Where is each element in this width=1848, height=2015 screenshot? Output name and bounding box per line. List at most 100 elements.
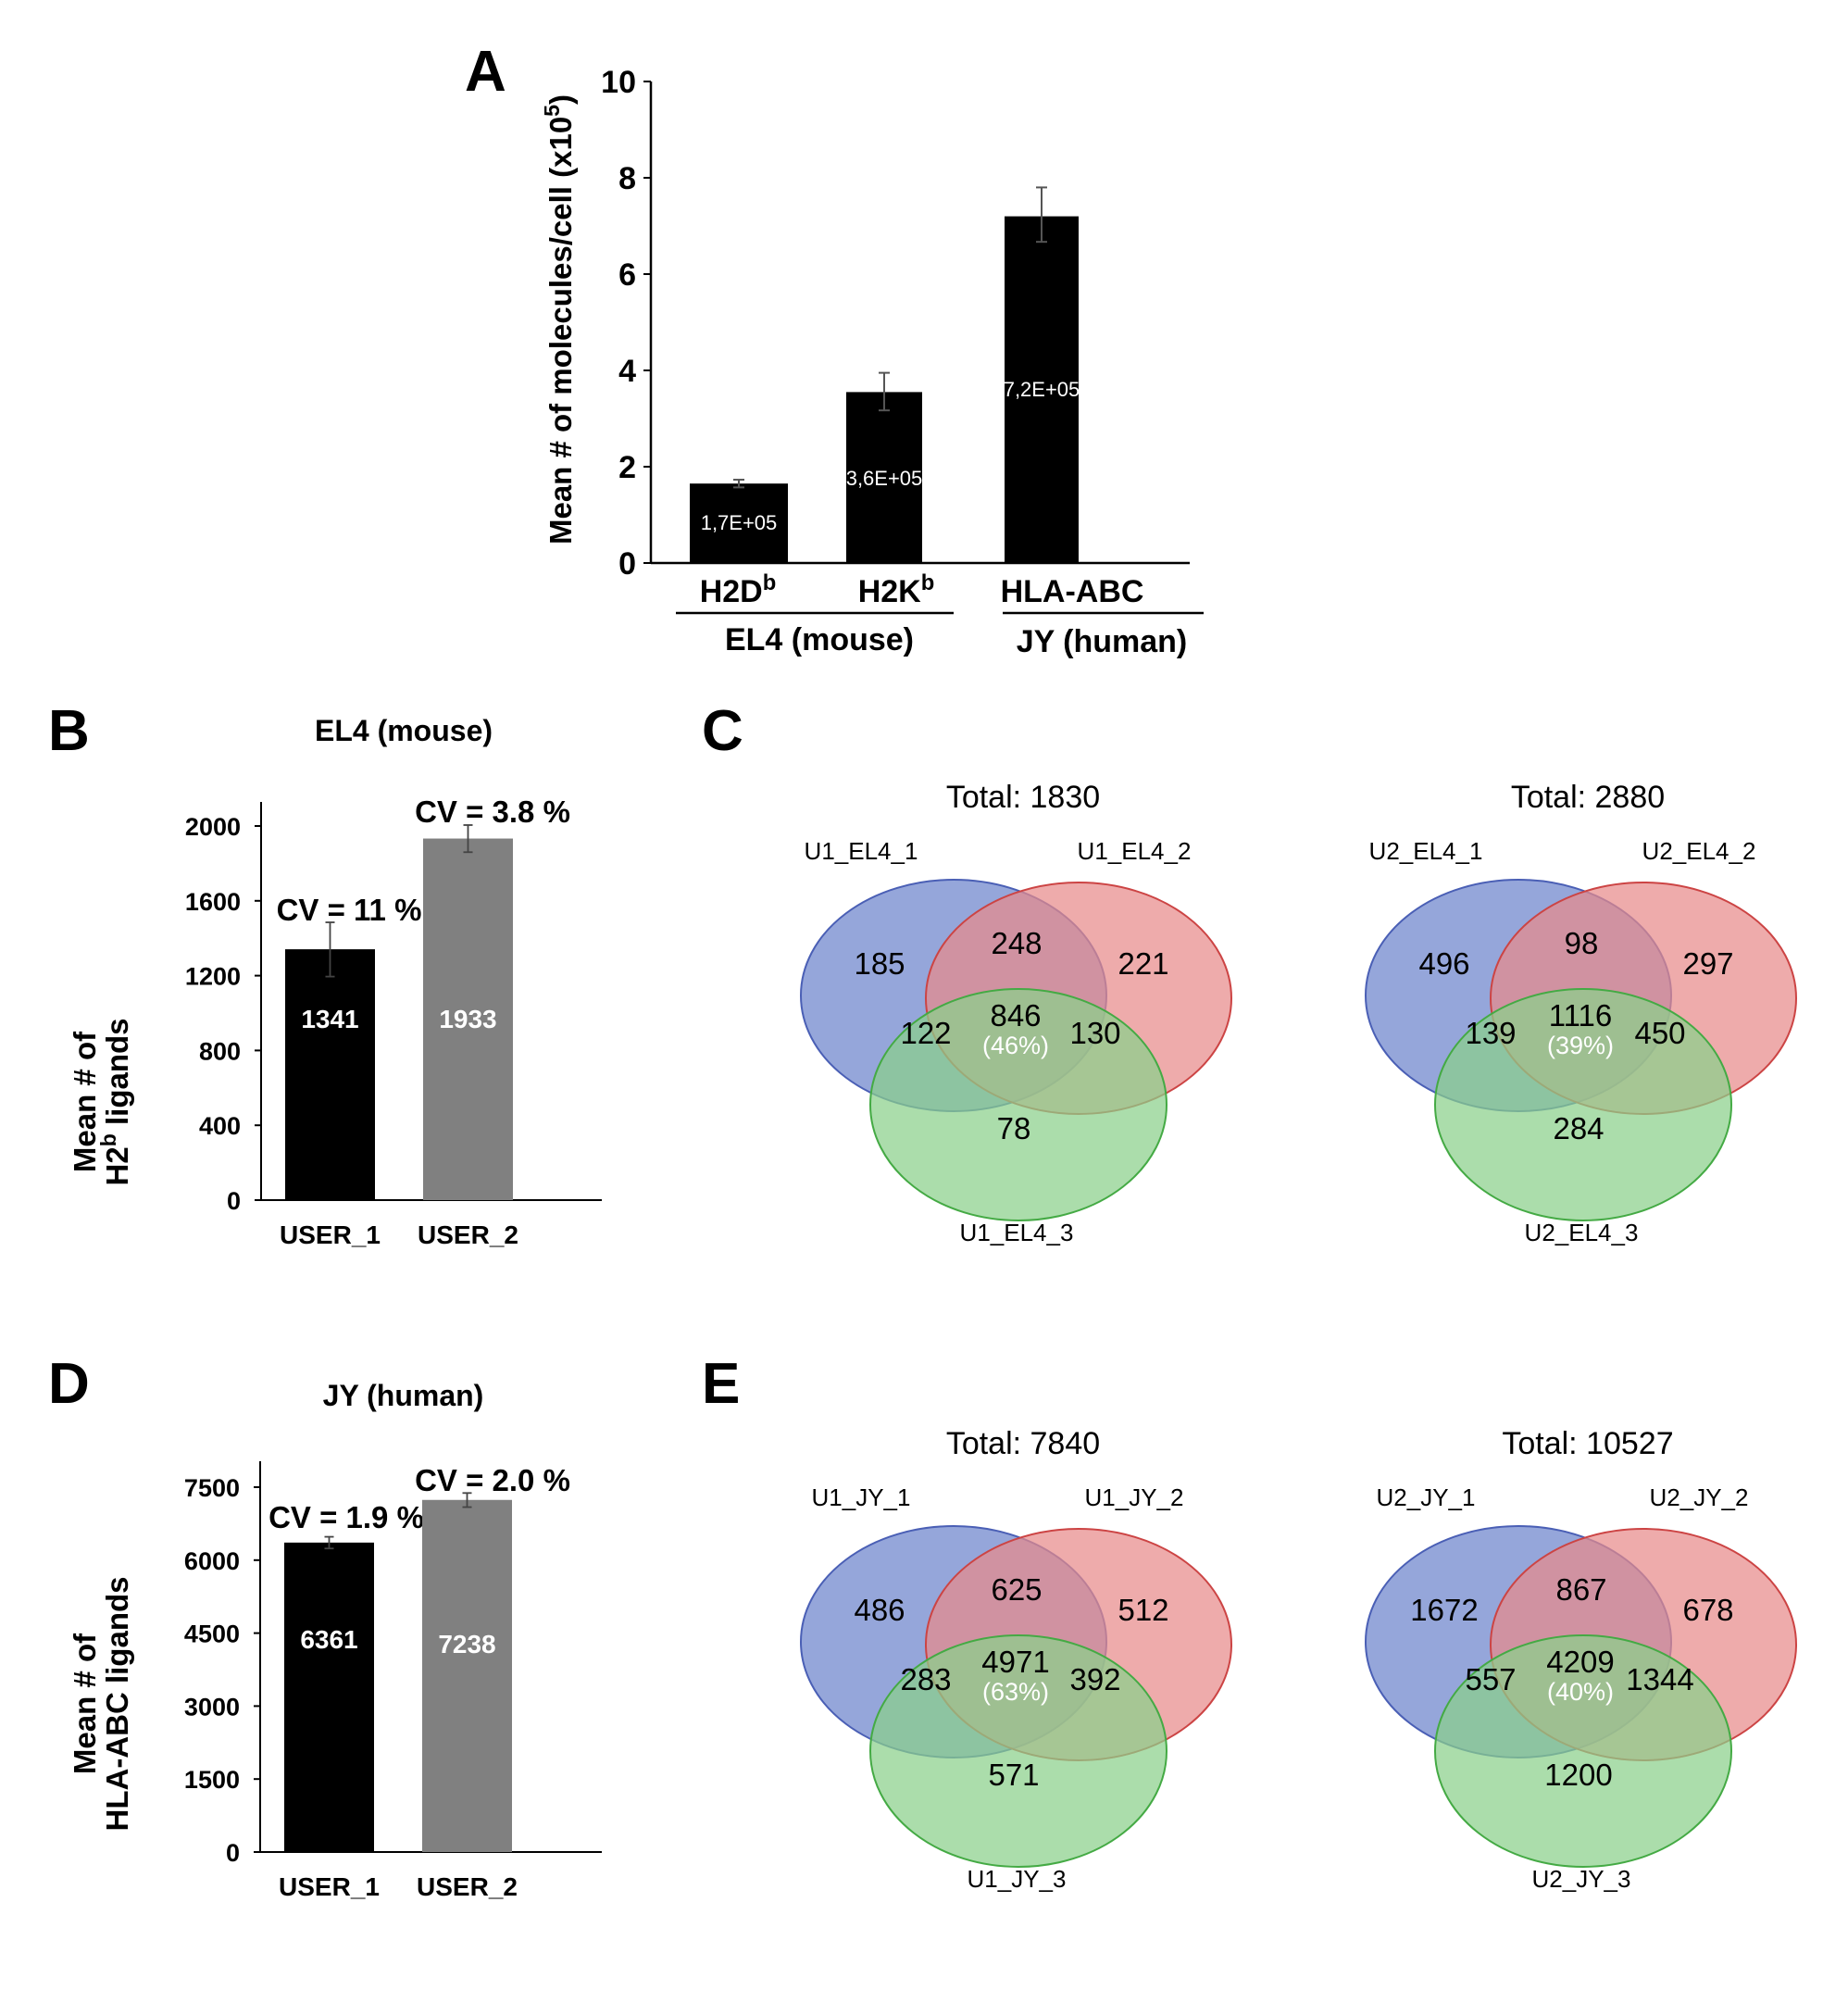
venn-total: Total: 2880 <box>1511 780 1665 815</box>
venn-s12: 98 <box>1565 926 1599 960</box>
venn-only3: 1200 <box>1544 1758 1612 1792</box>
venn-only1: 185 <box>854 946 905 981</box>
chart-title: JY (human) <box>323 1379 484 1412</box>
venn-s23: 130 <box>1069 1016 1120 1050</box>
y-tick-label: 4 <box>618 354 636 389</box>
venn-set2-label: U1_EL4_2 <box>1078 837 1192 865</box>
venn-diagram: Total: 2880 U2_EL4_1 U2_EL4_2 U2_EL4_3 496 29… <box>1365 780 1797 1246</box>
panel-letter-e: E <box>702 1352 740 1416</box>
chart-a-molecules-per-cell: 0 2 4 6 8 10 Mean # of molecules/cell (x105) 1,… <box>540 65 1204 659</box>
venn-set1-label: U1_JY_1 <box>812 1483 911 1511</box>
cv-annotation: CV = 2.0 % <box>415 1463 570 1497</box>
chart-b-el4-ligands: EL4 (mouse) 0 400 800 1200 1600 2000 Mean # ofH… <box>68 714 602 1249</box>
data-label: 7,2E+05 <box>1004 378 1080 401</box>
venn-only2: 221 <box>1118 946 1168 981</box>
venn-set3-circle <box>1434 988 1732 1221</box>
venn-only2: 678 <box>1682 1593 1733 1627</box>
y-tick-label: 3000 <box>184 1693 240 1721</box>
venn-s12: 867 <box>1555 1572 1606 1607</box>
venn-only1: 1672 <box>1410 1593 1478 1627</box>
data-label: 1341 <box>301 1005 358 1033</box>
venn-s23: 392 <box>1069 1662 1120 1696</box>
panel-letter-c: C <box>702 699 743 763</box>
x-tick-label: USER_1 <box>279 1872 380 1901</box>
venn-set3-circle <box>1434 1634 1732 1868</box>
venn-set2-label: U1_JY_2 <box>1085 1483 1184 1511</box>
bar <box>422 1499 512 1852</box>
venn-pct: (39%) <box>1547 1032 1614 1059</box>
bar <box>423 838 513 1200</box>
panel-letter-b: B <box>48 699 90 763</box>
venn-set3-label: U2_JY_3 <box>1532 1865 1631 1893</box>
cv-annotation: CV = 1.9 % <box>268 1500 424 1534</box>
venn-set1-label: U2_EL4_1 <box>1369 837 1483 865</box>
venn-set2-label: U2_JY_2 <box>1650 1483 1749 1511</box>
venn-only2: 512 <box>1118 1593 1168 1627</box>
cv-annotation: CV = 11 % <box>277 893 422 927</box>
venn-s12: 248 <box>991 926 1042 960</box>
venn-s13: 557 <box>1465 1662 1516 1696</box>
venn-set3-circle <box>869 988 1167 1221</box>
venn-s12: 625 <box>991 1572 1042 1607</box>
y-axis-title-line1: Mean # of <box>68 1633 102 1774</box>
venn-only2: 297 <box>1682 946 1733 981</box>
data-label: 3,6E+05 <box>846 467 923 490</box>
venn-s23: 450 <box>1634 1016 1685 1050</box>
y-axis-title: Mean # of molecules/cell (x105) <box>540 94 578 544</box>
y-tick-label: 7500 <box>184 1474 240 1502</box>
panel-letter-a: A <box>465 40 506 104</box>
x-tick-label: USER_2 <box>418 1220 518 1249</box>
venn-diagrams: Total: 1830 U1_EL4_1 U1_EL4_2 U1_EL4_3 185 22… <box>800 780 1797 1893</box>
y-axis-title-line2: H2b ligands <box>96 1019 134 1186</box>
venn-s13: 139 <box>1465 1016 1516 1050</box>
venn-pct: (40%) <box>1547 1678 1614 1706</box>
venn-s123: 4971 <box>981 1645 1049 1679</box>
venn-pct: (46%) <box>982 1032 1049 1059</box>
y-tick-label: 0 <box>227 1187 241 1215</box>
y-tick-label: 4500 <box>184 1621 240 1648</box>
bar <box>1005 216 1079 563</box>
data-label: 1,7E+05 <box>701 511 778 534</box>
venn-only1: 486 <box>854 1593 905 1627</box>
venn-set3-circle <box>869 1634 1167 1868</box>
venn-set3-label: U2_EL4_3 <box>1525 1219 1639 1246</box>
x-tick-label: H2Db <box>700 570 777 610</box>
data-label: 1933 <box>439 1005 496 1033</box>
venn-s123: 846 <box>990 998 1041 1033</box>
y-tick-label: 6 <box>618 257 636 293</box>
venn-total: Total: 10527 <box>1502 1426 1673 1461</box>
x-tick-label: HLA-ABC <box>1001 574 1144 609</box>
venn-diagram: Total: 7840 U1_JY_1 U1_JY_2 U1_JY_3 486 512 57… <box>800 1426 1232 1893</box>
venn-diagram: Total: 1830 U1_EL4_1 U1_EL4_2 U1_EL4_3 185 22… <box>800 780 1232 1246</box>
y-axis-title-line2: HLA-ABC ligands <box>100 1577 134 1832</box>
y-tick-label: 10 <box>601 65 636 100</box>
data-label: 6361 <box>300 1625 357 1654</box>
group-label: JY (human) <box>1017 624 1188 659</box>
venn-s23: 1344 <box>1626 1662 1693 1696</box>
chart-title: EL4 (mouse) <box>315 714 493 747</box>
venn-s123: 4209 <box>1546 1645 1614 1679</box>
group-label: EL4 (mouse) <box>725 622 914 657</box>
venn-s13: 283 <box>900 1662 951 1696</box>
venn-set1-label: U2_JY_1 <box>1377 1483 1476 1511</box>
venn-set3-label: U1_EL4_3 <box>960 1219 1074 1246</box>
data-label: 7238 <box>438 1630 495 1658</box>
bar <box>284 1542 374 1852</box>
cv-annotation: CV = 3.8 % <box>415 795 570 829</box>
y-tick-label: 400 <box>199 1112 241 1140</box>
venn-set2-label: U2_EL4_2 <box>1642 837 1756 865</box>
y-tick-label: 0 <box>226 1839 240 1867</box>
venn-only3: 78 <box>997 1111 1031 1145</box>
y-tick-label: 6000 <box>184 1547 240 1575</box>
y-tick-label: 800 <box>199 1037 241 1065</box>
venn-s123: 1116 <box>1549 998 1613 1033</box>
y-tick-label: 1500 <box>184 1766 240 1794</box>
x-tick-label: USER_2 <box>417 1872 518 1901</box>
venn-pct: (63%) <box>982 1678 1049 1706</box>
venn-set3-label: U1_JY_3 <box>968 1865 1067 1893</box>
venn-set1-label: U1_EL4_1 <box>805 837 918 865</box>
x-tick-label: H2Kb <box>858 570 935 610</box>
bar <box>285 949 375 1200</box>
venn-total: Total: 1830 <box>946 780 1100 815</box>
